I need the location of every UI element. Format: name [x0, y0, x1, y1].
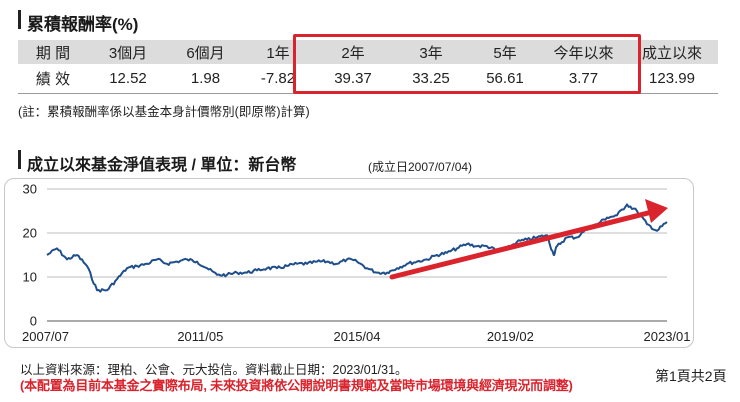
inception-date: (成立日2007/07/04)	[368, 160, 473, 174]
row-label-performance: 績 效	[18, 64, 88, 94]
nav-title: 成立以來基金淨值表現 / 單位：新台幣	[27, 157, 297, 174]
x-tick-label: 2019/02	[487, 329, 534, 344]
period-cell: 1年	[243, 40, 313, 64]
x-tick-label: 2007/07	[22, 329, 69, 344]
returns-table: 期 間 3個月 6個月 1年 2年 3年 5年 今年以來 成立以來 績 效 12…	[18, 40, 718, 94]
x-tick-label: 2011/05	[177, 329, 223, 344]
highlight-box	[293, 34, 641, 94]
returns-title: 累積報酬率(%)	[27, 15, 139, 34]
value-cell: 1.98	[168, 64, 243, 94]
value-cell: 33.25	[393, 64, 469, 94]
x-tick-label: 2023/01	[644, 329, 691, 344]
period-cell: 3年	[393, 40, 469, 64]
period-cell: 5年	[469, 40, 541, 64]
period-cell: 2年	[313, 40, 393, 64]
period-cell: 6個月	[168, 40, 243, 64]
y-tick-label: 0	[30, 314, 37, 329]
source-note: 以上資料來源：理柏、公會、元大投信。資料截止日期：2023/01/31。	[20, 363, 408, 377]
table-row-periods: 期 間 3個月 6個月 1年 2年 3年 5年 今年以來 成立以來	[18, 40, 718, 64]
value-cell: 123.99	[626, 64, 718, 94]
y-tick-label: 30	[23, 182, 37, 197]
value-cell: 56.61	[469, 64, 541, 94]
period-cell: 今年以來	[541, 40, 626, 64]
page-number: 第1頁共2頁	[655, 368, 727, 384]
value-cell: 12.52	[88, 64, 168, 94]
value-cell: 39.37	[313, 64, 393, 94]
section-marker	[18, 10, 21, 29]
section-marker	[18, 150, 21, 169]
trend-arrow-head	[645, 199, 668, 223]
row-label-period: 期 間	[18, 40, 88, 64]
x-tick-label: 2015/04	[334, 329, 381, 344]
y-tick-label: 20	[23, 226, 37, 241]
series-line	[46, 203, 668, 293]
chart-frame	[4, 178, 694, 348]
trend-arrow-line	[389, 209, 655, 280]
returns-note: (註：累積報酬率係以基金本身計價幣別(即原幣)計算)	[18, 105, 310, 119]
value-cell: -7.82	[243, 64, 313, 94]
period-cell: 3個月	[88, 40, 168, 64]
disclaimer-note: (本配置為目前本基金之實際布局, 未來投資將依公開說明書規範及當時市場環境與經濟…	[20, 378, 573, 393]
y-tick-label: 10	[23, 270, 37, 285]
period-cell: 成立以來	[626, 40, 718, 64]
